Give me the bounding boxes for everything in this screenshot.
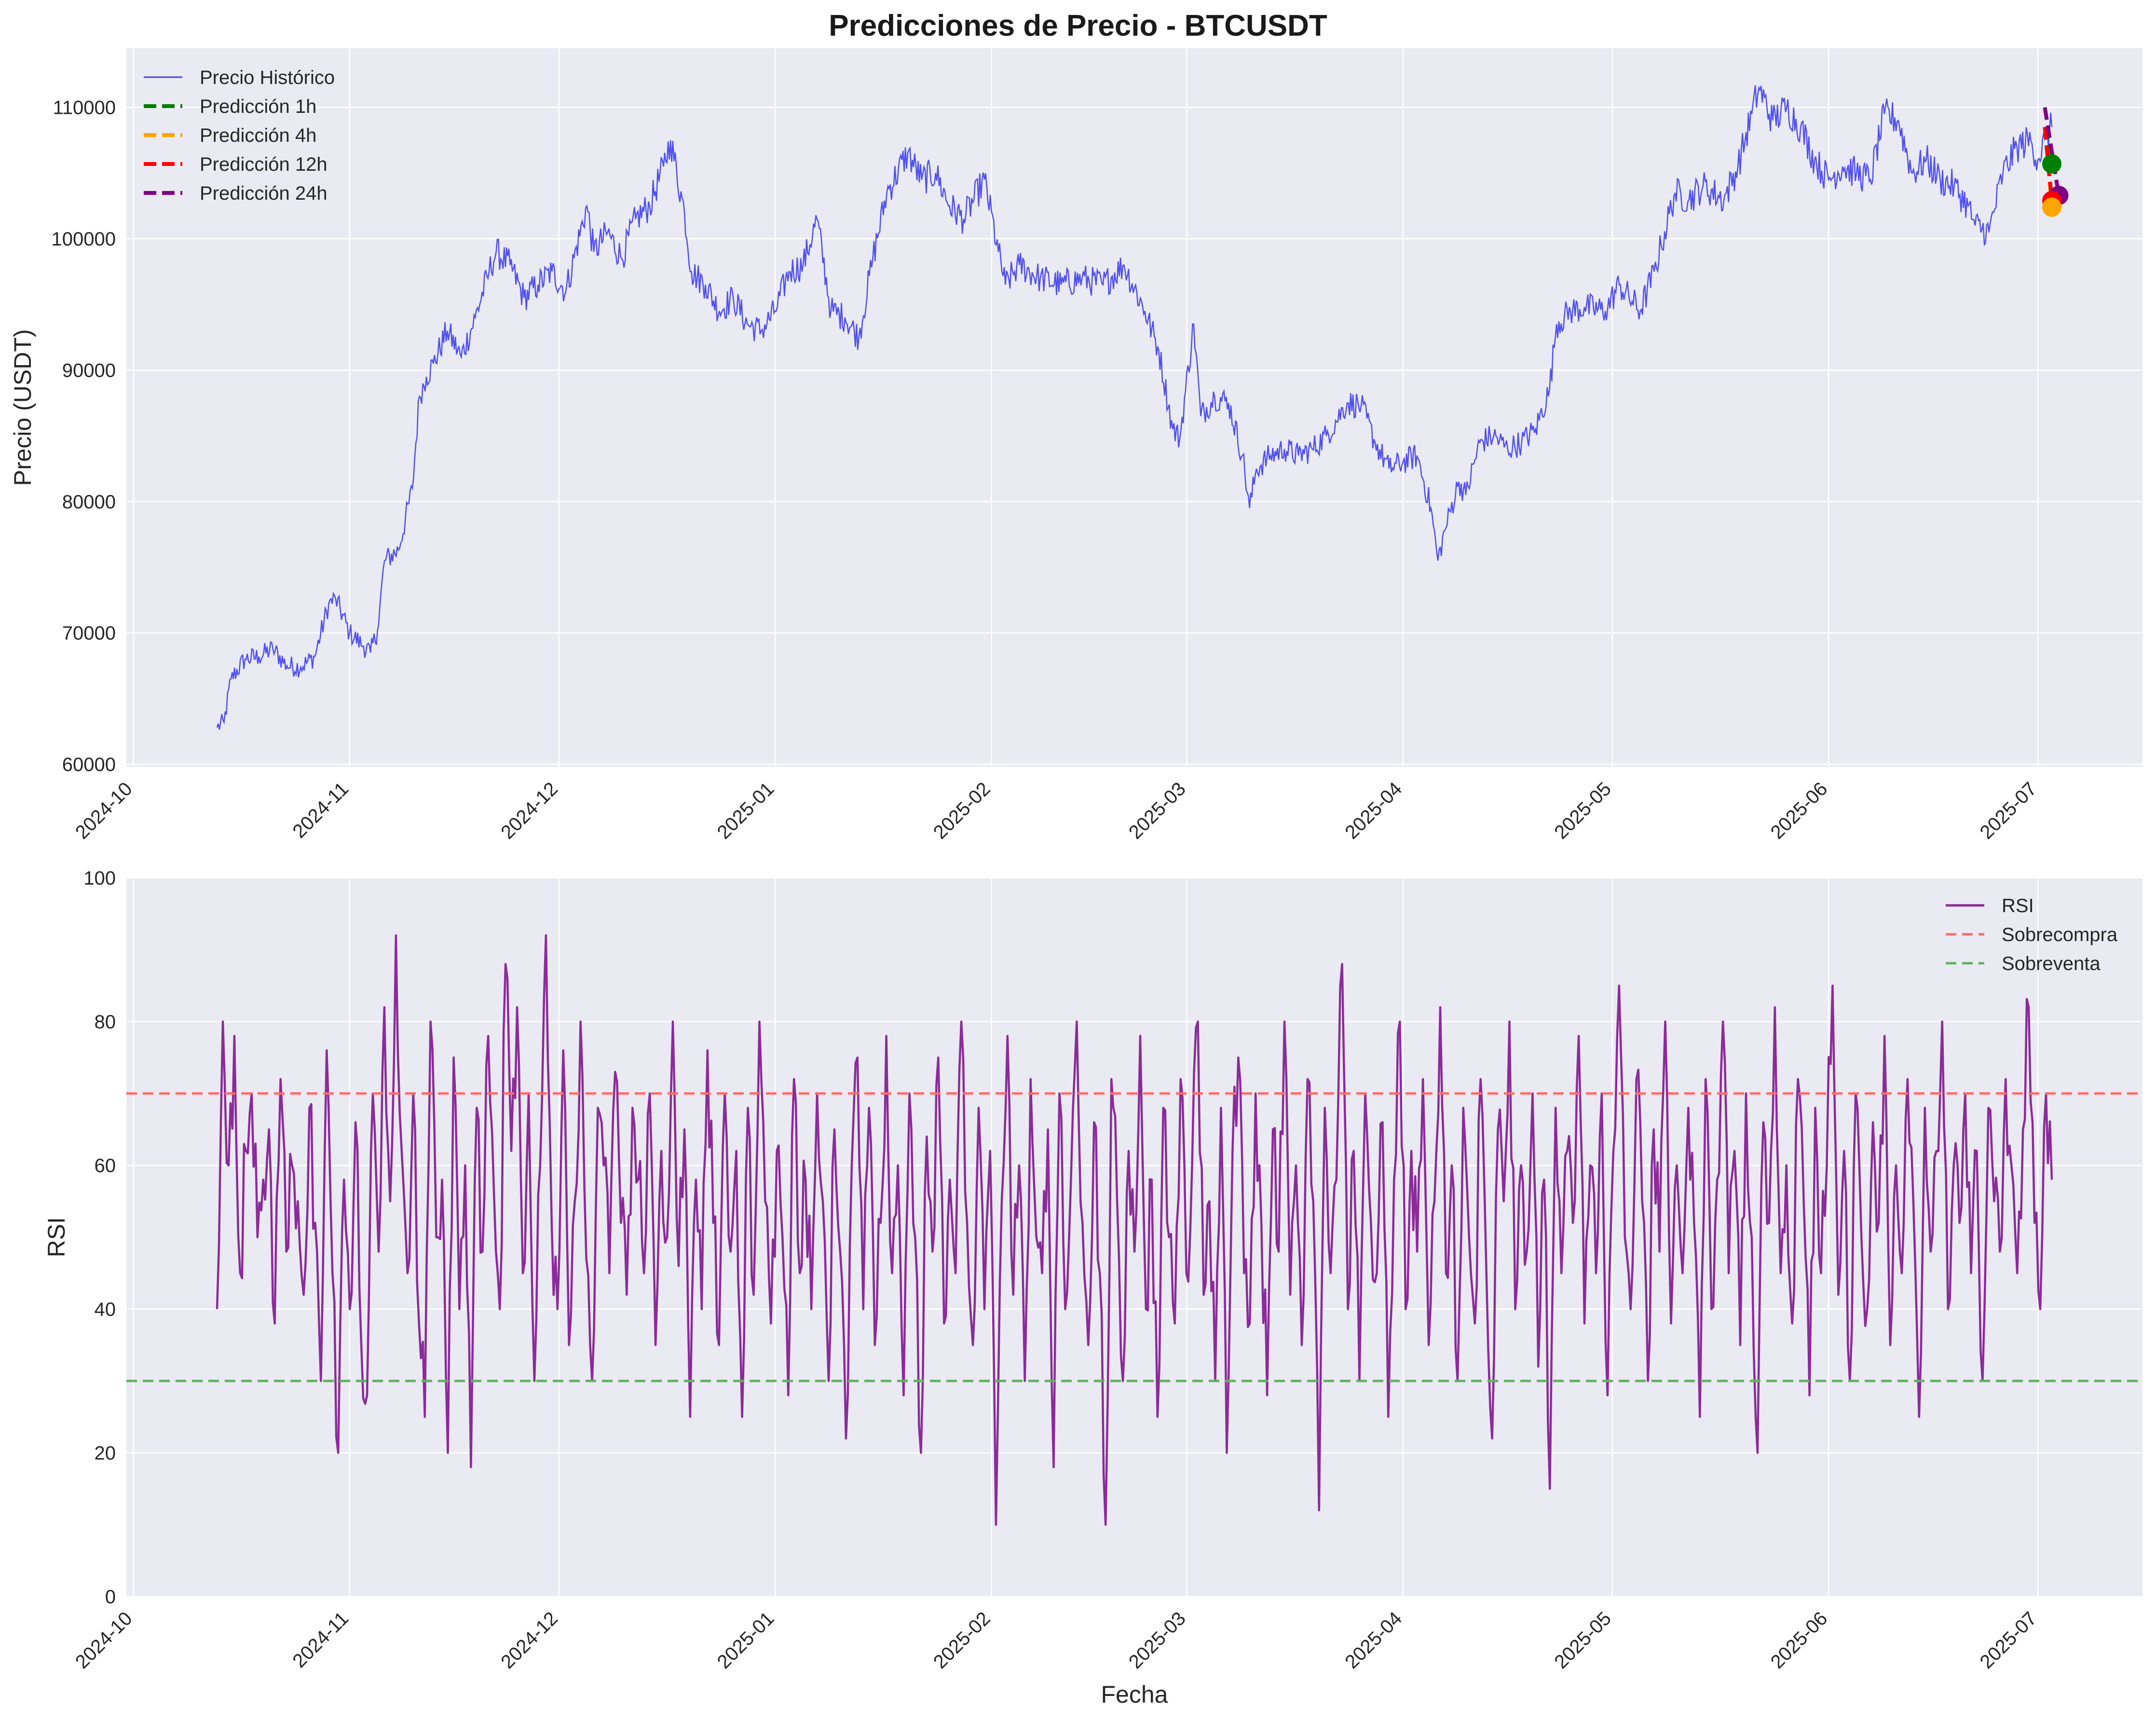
price-history-line bbox=[216, 85, 2053, 730]
price-x-tick-label: 2025-01 bbox=[713, 778, 778, 843]
rsi-x-tick-label: 2024-10 bbox=[71, 1608, 136, 1673]
rsi-y-tick-label: 20 bbox=[95, 1443, 116, 1464]
rsi-y-tick-label: 0 bbox=[105, 1586, 116, 1608]
prediction-marker-2 bbox=[2042, 197, 2061, 217]
rsi-line bbox=[216, 934, 2053, 1526]
rsi-panel: 0 20 40 60 80 100 2024-10 2024-11 2024-12 2025-0… bbox=[43, 868, 2142, 1708]
price-gridlines bbox=[126, 48, 2142, 767]
price-y-tick-label: 110000 bbox=[53, 97, 116, 119]
rsi-legend: RSI Sobrecompra Sobreventa bbox=[1946, 895, 2118, 974]
price-y-tick-label: 90000 bbox=[62, 360, 116, 381]
rsi-x-tick-label: 2025-05 bbox=[1550, 1608, 1615, 1673]
price-x-tick-label: 2024-10 bbox=[71, 778, 136, 843]
rsi-x-tick-label: 2025-03 bbox=[1125, 1608, 1190, 1673]
rsi-x-tick-label: 2025-07 bbox=[1976, 1608, 2041, 1673]
rsi-y-ticks: 0 20 40 60 80 100 bbox=[83, 868, 116, 1608]
rsi-y-tick-label: 40 bbox=[95, 1299, 116, 1320]
chart-title: Predicciones de Precio - BTCUSDT bbox=[829, 9, 1327, 42]
price-y-tick-label: 80000 bbox=[62, 492, 116, 513]
price-x-tick-label: 2025-07 bbox=[1976, 778, 2041, 843]
rsi-x-tick-label: 2025-06 bbox=[1767, 1608, 1832, 1673]
price-x-tick-label: 2025-02 bbox=[929, 778, 995, 843]
price-x-tick-label: 2025-04 bbox=[1341, 778, 1406, 843]
price-x-ticks: 2024-10 2024-11 2024-12 2025-01 2025-02 2025-… bbox=[71, 778, 2041, 843]
rsi-x-ticks: 2024-10 2024-11 2024-12 2025-01 2025-02 2025-… bbox=[71, 1608, 2041, 1673]
price-x-tick-label: 2025-06 bbox=[1767, 778, 1832, 843]
price-axes-background bbox=[126, 48, 2142, 767]
price-y-tick-label: 100000 bbox=[52, 229, 116, 250]
price-y-tick-label: 70000 bbox=[62, 623, 116, 644]
legend-label: Predicción 1h bbox=[200, 96, 316, 117]
rsi-y-tick-label: 80 bbox=[95, 1011, 116, 1033]
rsi-y-tick-label: 60 bbox=[95, 1155, 116, 1176]
price-x-tick-label: 2025-03 bbox=[1125, 778, 1190, 843]
rsi-x-tick-label: 2025-02 bbox=[929, 1608, 995, 1673]
rsi-y-tick-label: 100 bbox=[83, 868, 116, 889]
price-x-tick-label: 2024-11 bbox=[288, 778, 353, 842]
price-legend: Precio Histórico Predicción 1h Predicción … bbox=[144, 67, 335, 204]
legend-label: Predicción 4h bbox=[200, 125, 316, 146]
prediction-marker-1 bbox=[2042, 154, 2061, 174]
rsi-x-tick-label: 2025-04 bbox=[1341, 1608, 1406, 1673]
rsi-legend-label: RSI bbox=[2002, 895, 2034, 916]
price-y-ticks: 60000 70000 80000 90000 100000 110000 bbox=[52, 97, 116, 776]
rsi-y-axis-label: RSI bbox=[43, 1217, 70, 1257]
rsi-series bbox=[126, 934, 2142, 1526]
prediction-line-4 bbox=[2043, 107, 2061, 196]
rsi-x-axis-label: Fecha bbox=[1101, 1681, 1168, 1708]
legend-label: Precio Histórico bbox=[200, 67, 335, 88]
rsi-x-tick-label: 2024-12 bbox=[497, 1608, 562, 1673]
rsi-x-tick-label: 2024-11 bbox=[288, 1608, 353, 1672]
rsi-legend-label: Sobrecompra bbox=[2002, 924, 2118, 945]
price-panel: 60000 70000 80000 90000 100000 110000 2024-10… bbox=[9, 48, 2142, 843]
price-x-tick-label: 2024-12 bbox=[497, 778, 562, 843]
legend-label: Predicción 24h bbox=[200, 183, 327, 204]
rsi-legend-label: Sobreventa bbox=[2002, 953, 2101, 974]
price-y-tick-label: 60000 bbox=[62, 754, 116, 776]
rsi-x-tick-label: 2025-01 bbox=[713, 1608, 778, 1673]
legend-label: Predicción 12h bbox=[200, 154, 327, 175]
price-y-axis-label: Precio (USDT) bbox=[9, 329, 36, 486]
rsi-gridlines bbox=[126, 877, 2142, 1598]
price-series bbox=[216, 85, 2069, 730]
price-x-tick-label: 2025-05 bbox=[1550, 778, 1615, 843]
